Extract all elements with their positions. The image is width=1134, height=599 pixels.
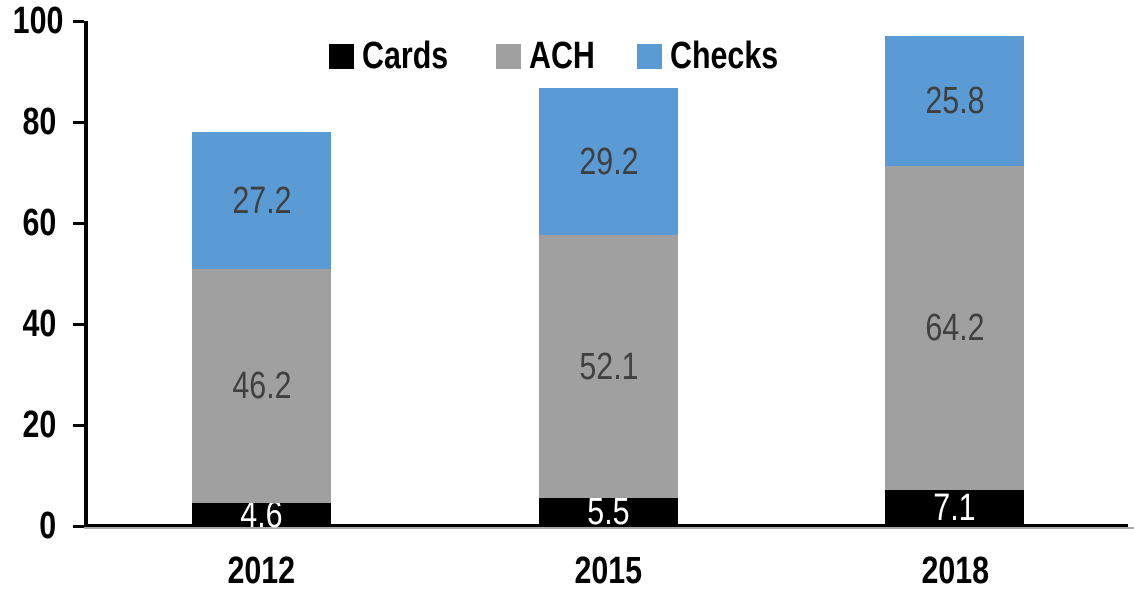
legend-item-checks: Checks [636,35,805,77]
bar-segment-cards-2012: 4.6 [192,496,331,534]
legend-item-cards: Cards [328,35,470,77]
y-axis-tick-label-text: 20 [22,404,56,446]
y-axis-tick-20 [73,424,84,427]
y-axis-line [84,21,88,527]
bar-segment-cards-2015: 5.5 [539,493,678,531]
y-axis-tick-label-text: 80 [22,101,56,143]
bar-value-label: 27.2 [231,179,292,222]
legend-swatch-checks [636,43,662,69]
y-axis-tick-label-20: 20 [0,406,56,444]
legend-label-cards: Cards [361,35,449,77]
x-axis-label-text: 2015 [574,550,642,592]
bar-segment-ach-2015: 52.1 [539,235,678,498]
bar-value-label: 52.1 [578,345,639,388]
y-axis-tick-label-0: 0 [0,507,56,545]
bar-value-label: 29.2 [578,140,639,183]
bar-value-label: 46.2 [231,365,292,407]
x-axis-label-text: 2018 [921,550,989,592]
x-axis-shadow-line [84,527,1134,529]
y-axis-tick-label-text: 0 [39,505,56,547]
bar-segment-checks-2012: 27.2 [192,132,331,269]
bar-segment-checks-2018: 25.8 [885,36,1024,166]
bar-value-label: 25.8 [924,80,985,122]
y-axis-tick-60 [73,222,84,225]
legend-swatch-cards [328,43,354,69]
x-axis-label-2012: 2012 [151,552,371,590]
bar-segment-ach-2012: 46.2 [192,269,331,503]
y-axis-tick-0 [73,525,84,528]
legend-label-checks: Checks [669,35,779,77]
chart-legend: Cards ACH Checks [0,36,1134,76]
x-axis-label-text: 2012 [227,550,295,592]
x-axis-label-2018: 2018 [845,552,1065,590]
y-axis-tick-label-text: 40 [22,303,56,345]
y-axis-tick-40 [73,323,84,326]
bar-value-label: 64.2 [924,307,985,349]
bar-value-label: 7.1 [933,487,976,529]
y-axis-tick-100 [73,20,84,23]
bar-value-label: 5.5 [587,491,630,533]
y-axis-tick-80 [73,121,84,124]
y-axis-tick-label-text: 100 [12,0,64,42]
y-axis-tick-label-60: 60 [0,204,56,242]
bar-segment-checks-2015: 29.2 [539,88,678,235]
legend-item-ach: ACH [495,35,611,77]
y-axis-tick-label-40: 40 [0,305,56,343]
y-axis-tick-label-100: 100 [0,2,64,40]
legend-label-ach: ACH [528,35,595,77]
y-axis-tick-label-80: 80 [0,103,56,141]
bar-segment-ach-2018: 64.2 [885,166,1024,490]
y-axis-tick-label-text: 60 [22,202,56,244]
x-axis-label-2015: 2015 [498,552,718,590]
bar-segment-cards-2018: 7.1 [885,487,1024,529]
legend-swatch-ach [495,43,521,69]
